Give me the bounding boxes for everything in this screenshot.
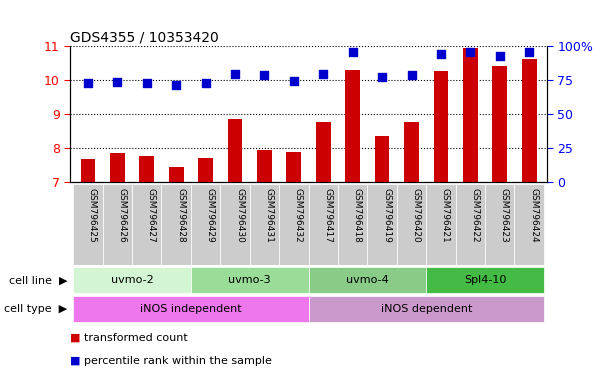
- Text: GSM796423: GSM796423: [500, 188, 509, 243]
- Point: [495, 53, 505, 59]
- Bar: [287, 152, 301, 182]
- Point: [466, 48, 475, 55]
- Text: percentile rank within the sample: percentile rank within the sample: [84, 356, 271, 366]
- Text: GSM796427: GSM796427: [147, 188, 156, 243]
- Bar: [73, 267, 191, 293]
- Bar: [191, 184, 221, 265]
- Bar: [426, 184, 456, 265]
- Bar: [191, 267, 309, 293]
- Bar: [463, 48, 478, 182]
- Point: [142, 79, 152, 86]
- Bar: [257, 150, 272, 182]
- Bar: [404, 122, 419, 182]
- Bar: [522, 59, 536, 182]
- Bar: [367, 184, 397, 265]
- Bar: [132, 184, 161, 265]
- Bar: [198, 157, 213, 182]
- Text: GSM796429: GSM796429: [205, 188, 214, 243]
- Text: GSM796418: GSM796418: [353, 188, 362, 243]
- Text: GSM796420: GSM796420: [412, 188, 420, 243]
- Text: iNOS independent: iNOS independent: [140, 304, 242, 314]
- Bar: [492, 66, 507, 182]
- Bar: [338, 184, 367, 265]
- Point: [407, 72, 417, 78]
- Point: [230, 71, 240, 77]
- Point: [200, 80, 210, 86]
- Text: iNOS dependent: iNOS dependent: [381, 304, 472, 314]
- Point: [112, 79, 122, 85]
- Text: GSM796417: GSM796417: [323, 188, 332, 243]
- Bar: [81, 159, 95, 182]
- Text: ■: ■: [70, 356, 81, 366]
- Text: uvmo-4: uvmo-4: [346, 275, 389, 285]
- Bar: [161, 184, 191, 265]
- Bar: [426, 267, 544, 293]
- Bar: [375, 136, 389, 182]
- Text: GSM796431: GSM796431: [265, 188, 274, 243]
- Bar: [169, 167, 183, 182]
- Text: Spl4-10: Spl4-10: [464, 275, 507, 285]
- Bar: [397, 184, 426, 265]
- Bar: [221, 184, 250, 265]
- Text: GSM796424: GSM796424: [529, 188, 538, 243]
- Bar: [309, 296, 544, 322]
- Text: cell line  ▶: cell line ▶: [9, 275, 67, 285]
- Bar: [73, 184, 103, 265]
- Bar: [250, 184, 279, 265]
- Point: [318, 71, 328, 78]
- Text: GSM796422: GSM796422: [470, 188, 480, 243]
- Text: GSM796428: GSM796428: [176, 188, 185, 243]
- Bar: [485, 184, 514, 265]
- Bar: [309, 184, 338, 265]
- Bar: [228, 119, 243, 182]
- Point: [436, 51, 446, 57]
- Point: [83, 80, 93, 86]
- Text: GDS4355 / 10353420: GDS4355 / 10353420: [70, 31, 219, 45]
- Bar: [110, 154, 125, 182]
- Bar: [345, 70, 360, 182]
- Bar: [309, 267, 426, 293]
- Bar: [73, 296, 309, 322]
- Point: [377, 74, 387, 80]
- Bar: [279, 184, 309, 265]
- Text: uvmo-2: uvmo-2: [111, 275, 153, 285]
- Point: [524, 49, 534, 55]
- Text: ■: ■: [70, 333, 81, 343]
- Text: GSM796425: GSM796425: [88, 188, 97, 243]
- Bar: [456, 184, 485, 265]
- Text: cell type  ▶: cell type ▶: [4, 304, 67, 314]
- Text: GSM796419: GSM796419: [382, 188, 391, 243]
- Text: GSM796430: GSM796430: [235, 188, 244, 243]
- Bar: [139, 156, 154, 182]
- Bar: [316, 122, 331, 182]
- Bar: [103, 184, 132, 265]
- Bar: [434, 71, 448, 182]
- Point: [289, 78, 299, 84]
- Text: GSM796421: GSM796421: [441, 188, 450, 243]
- Point: [348, 49, 357, 55]
- Bar: [514, 184, 544, 265]
- Text: GSM796432: GSM796432: [294, 188, 303, 243]
- Point: [260, 72, 269, 78]
- Text: transformed count: transformed count: [84, 333, 188, 343]
- Text: uvmo-3: uvmo-3: [229, 275, 271, 285]
- Text: GSM796426: GSM796426: [117, 188, 126, 243]
- Point: [171, 81, 181, 88]
